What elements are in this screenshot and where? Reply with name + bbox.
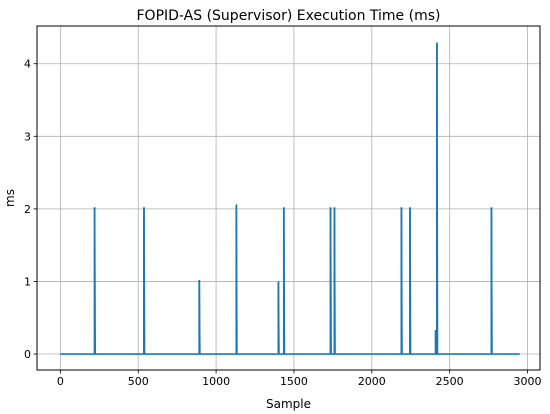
x-tick-label: 0 bbox=[57, 375, 64, 388]
y-axis-label: ms bbox=[3, 189, 17, 207]
x-tick-label: 2500 bbox=[436, 375, 464, 388]
x-axis-label: Sample bbox=[266, 397, 311, 411]
x-tick-label: 500 bbox=[128, 375, 149, 388]
y-tick-label: 3 bbox=[24, 130, 31, 143]
chart-title: FOPID-AS (Supervisor) Execution Time (ms… bbox=[137, 8, 441, 24]
x-tick-label: 1000 bbox=[202, 375, 230, 388]
plot-frame bbox=[36, 25, 541, 371]
y-tick-label: 0 bbox=[24, 348, 31, 361]
x-tick-label: 2000 bbox=[358, 375, 386, 388]
axis-ticks: 0 500 1000 1500 2000 2500 3000 0 1 2 3 4 bbox=[24, 58, 542, 388]
y-tick-label: 2 bbox=[24, 203, 31, 216]
x-tick-label: 3000 bbox=[514, 375, 542, 388]
y-tick-label: 4 bbox=[24, 58, 31, 71]
series-line-group bbox=[60, 42, 520, 355]
grid-lines bbox=[37, 26, 540, 370]
y-tick-label: 1 bbox=[24, 275, 31, 288]
x-tick-label: 1500 bbox=[280, 375, 308, 388]
